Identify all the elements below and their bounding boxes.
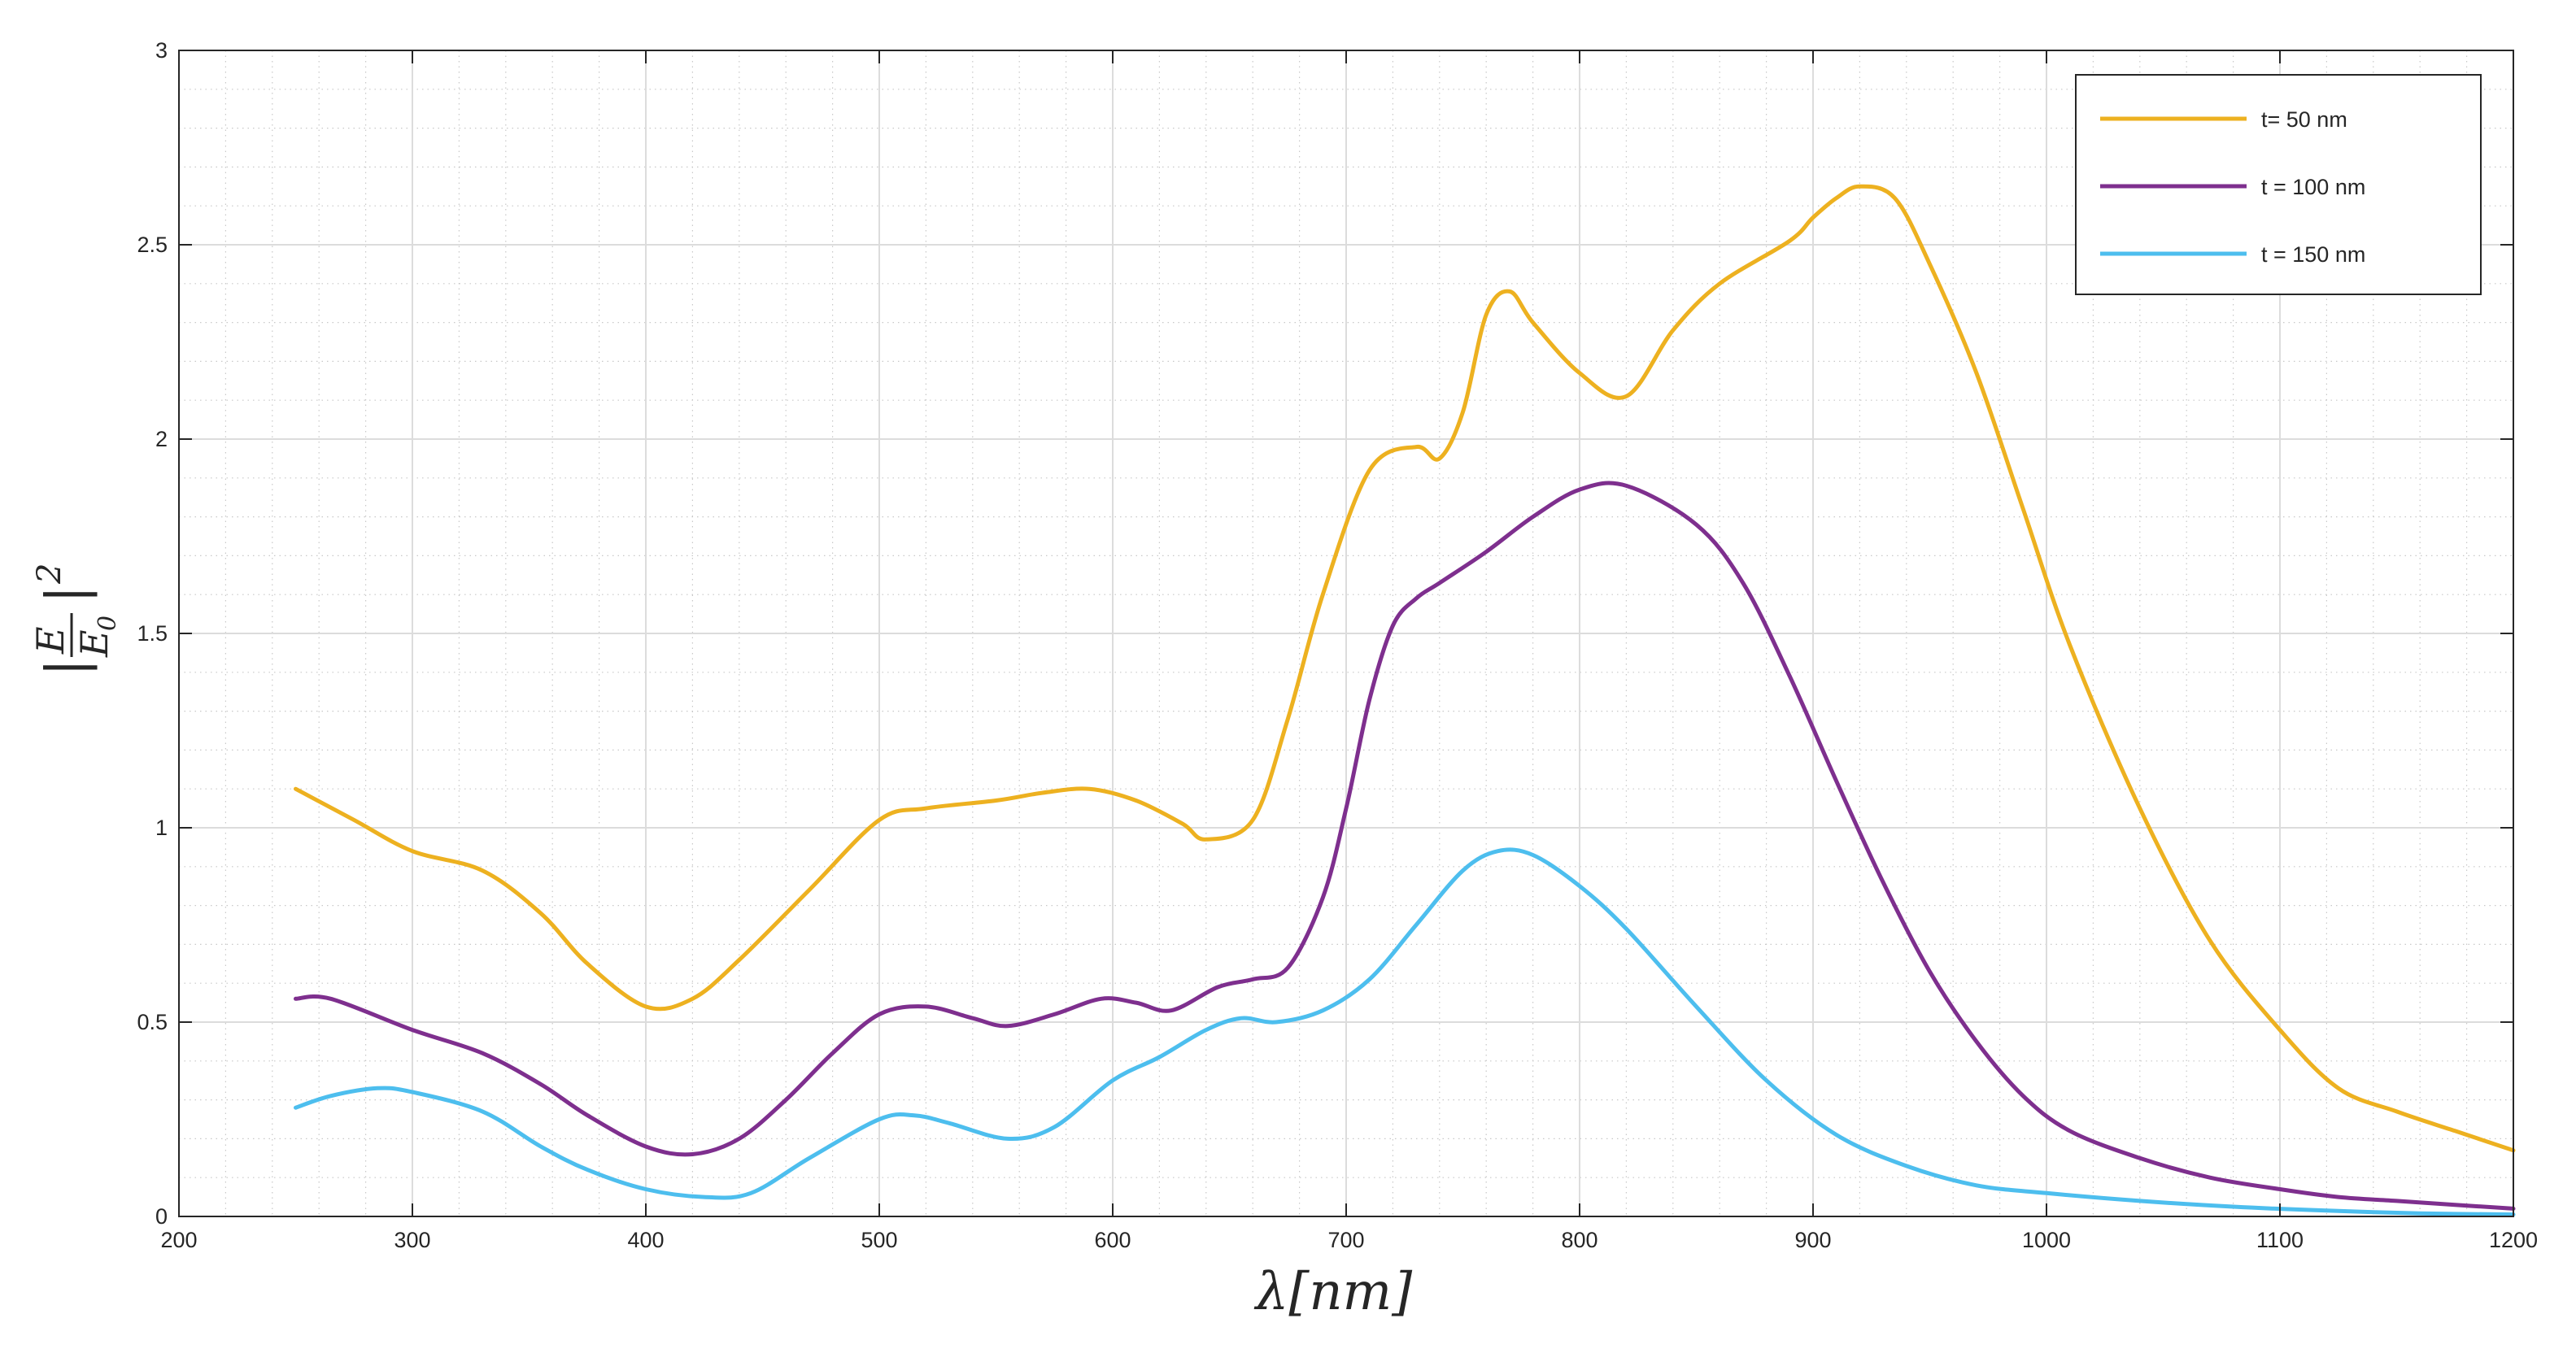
legend-label-series-1: t= 50 nm (2261, 107, 2347, 132)
y-tick-label: 1.5 (137, 621, 168, 646)
y-axis-label-bar-right: | (35, 585, 98, 603)
x-tick-label: 1000 (2022, 1228, 2071, 1252)
y-axis-label-bar-left: | (35, 659, 98, 677)
x-tick-label: 1200 (2489, 1228, 2538, 1252)
x-tick-label: 300 (394, 1228, 430, 1252)
x-tick-label: 200 (160, 1228, 197, 1252)
y-axis-label-denominator: E (72, 629, 116, 658)
axis-ticks (178, 50, 2514, 1217)
y-axis-label-subscript: 0 (94, 616, 122, 631)
legend-label-series-3: t = 150 nm (2261, 242, 2365, 267)
legend: t= 50 nm t = 100 nm t = 150 nm (2075, 74, 2482, 295)
y-axis-label-numerator: E (28, 626, 72, 655)
x-tick-label: 700 (1327, 1228, 1364, 1252)
y-tick-labels: 0 0.5 1 1.5 2 2.5 3 (137, 38, 168, 1229)
series-line-2 (294, 481, 2516, 1211)
x-tick-labels: 200 300 400 500 600 700 800 900 1000 1100 1200 (160, 1228, 2538, 1252)
x-tick-label: 900 (1794, 1228, 1831, 1252)
legend-label-series-2: t = 100 nm (2261, 175, 2365, 199)
x-tick-label: 400 (627, 1228, 664, 1252)
y-tick-label: 0 (155, 1204, 168, 1229)
y-tick-label: 0.5 (137, 1010, 168, 1034)
x-axis-label: λ[nm] (1253, 1262, 1413, 1322)
y-tick-label: 2.5 (137, 233, 168, 257)
y-tick-label: 2 (155, 427, 168, 451)
x-tick-label: 500 (861, 1228, 897, 1252)
x-tick-label: 600 (1094, 1228, 1131, 1252)
x-tick-label: 800 (1561, 1228, 1597, 1252)
y-tick-label: 3 (155, 38, 168, 63)
series-line-1 (294, 184, 2516, 1153)
series-line-3 (294, 847, 2516, 1217)
x-tick-label: 1100 (2256, 1228, 2304, 1252)
y-axis-label-exponent: 2 (31, 564, 68, 585)
y-tick-label: 1 (155, 816, 168, 840)
series-lines (294, 184, 2516, 1217)
y-axis-label: | E E 0 | 2 (28, 564, 122, 677)
